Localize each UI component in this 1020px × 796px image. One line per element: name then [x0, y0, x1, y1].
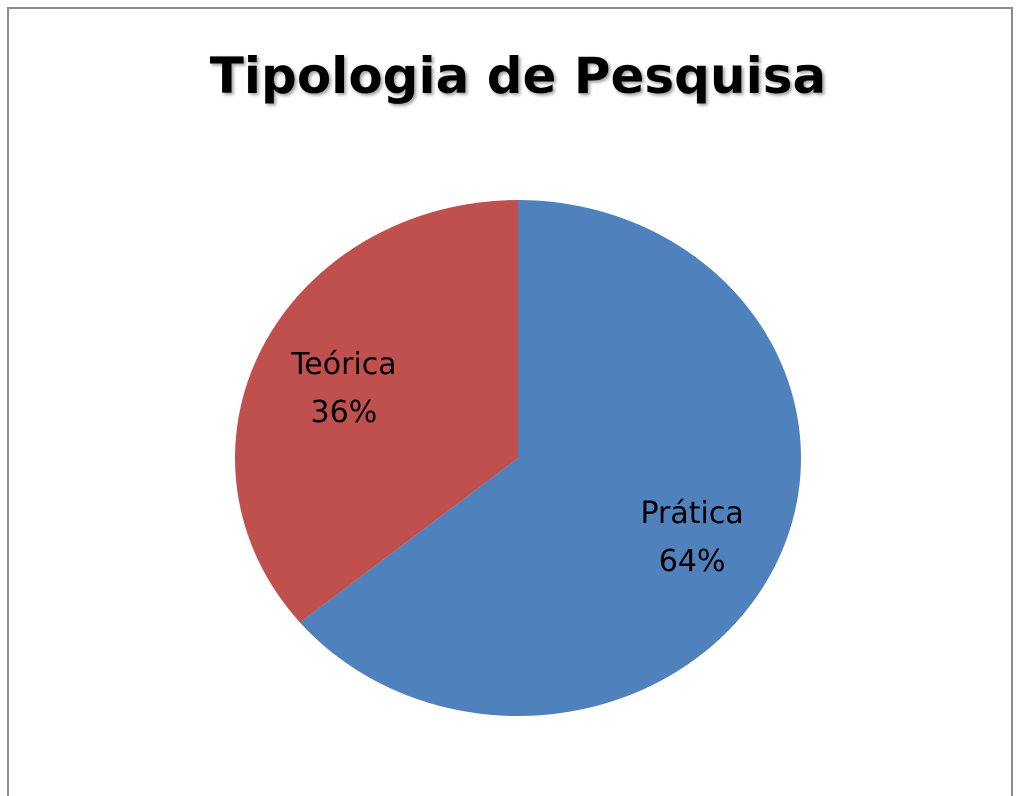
pie-slice	[235, 200, 518, 623]
slice-label: Prática	[640, 496, 743, 531]
slice-value-label: 36%	[311, 395, 378, 430]
slice-label: Teórica	[290, 347, 397, 382]
pie-slice	[299, 200, 801, 716]
slice-value-label: 64%	[659, 544, 726, 579]
chart-title: Tipologia de Pesquisa	[210, 47, 826, 105]
